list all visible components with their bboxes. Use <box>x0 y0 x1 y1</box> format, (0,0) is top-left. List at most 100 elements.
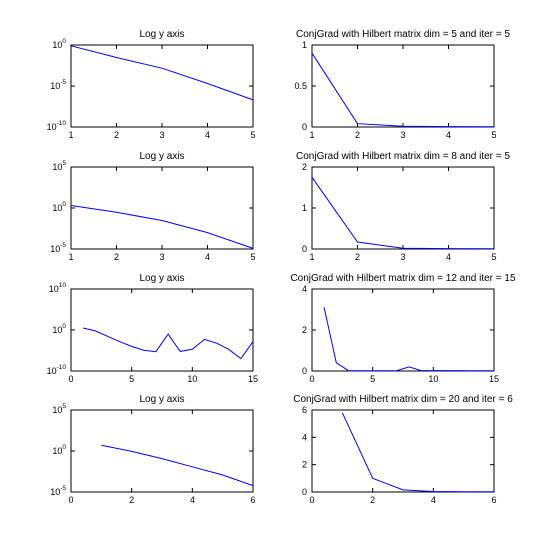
y-tick-exponent: -5 <box>60 242 66 249</box>
y-tick-label: 2 <box>302 162 307 172</box>
x-tick-label: 1 <box>309 252 314 262</box>
y-tick-base: 10 <box>52 40 62 50</box>
subplot-title: ConjGrad with Hilbert matrix dim = 20 an… <box>293 394 513 405</box>
x-tick-label: 4 <box>205 252 210 262</box>
y-tick-exponent: 0 <box>62 323 66 330</box>
series-line <box>70 205 254 249</box>
x-tick-label: 0 <box>68 495 73 505</box>
subplot-title: Log y axis <box>139 151 184 162</box>
plot-frame <box>70 166 254 250</box>
subplot-8: ConjGrad with Hilbert matrix dim = 20 an… <box>293 394 513 505</box>
x-tick-label: 1 <box>68 252 73 262</box>
x-tick-label: 0 <box>309 495 314 505</box>
x-tick-label: 2 <box>355 130 360 140</box>
y-tick-exponent: -10 <box>57 120 67 127</box>
subplot-4: ConjGrad with Hilbert matrix dim = 8 and… <box>296 151 510 262</box>
y-tick-label: 0 <box>302 366 307 376</box>
subplot-title: ConjGrad with Hilbert matrix dim = 8 and… <box>296 151 510 162</box>
x-tick-label: 4 <box>446 130 451 140</box>
y-tick-label: 1 <box>302 203 307 213</box>
x-tick-label: 2 <box>129 495 134 505</box>
series-line <box>311 52 495 128</box>
y-tick-exponent: 0 <box>62 444 66 451</box>
subplot-title: Log y axis <box>139 29 184 40</box>
x-tick-label: 2 <box>114 252 119 262</box>
y-tick-label: 10-5 <box>50 242 66 254</box>
y-tick-exponent: -10 <box>57 364 67 371</box>
y-tick-base: 10 <box>50 81 60 91</box>
x-tick-label: 1 <box>68 130 73 140</box>
subplot-title: ConjGrad with Hilbert matrix dim = 5 and… <box>296 29 510 40</box>
series-line <box>82 327 254 360</box>
plot-frame <box>311 288 495 372</box>
x-tick-label: 4 <box>205 130 210 140</box>
y-tick-exponent: 5 <box>62 160 66 167</box>
y-tick-label: 105 <box>52 160 66 172</box>
y-tick-base: 10 <box>50 487 60 497</box>
plot-frame <box>311 409 495 493</box>
y-tick-label: 0 <box>302 244 307 254</box>
y-tick-label: 10-5 <box>50 485 66 497</box>
x-tick-label: 5 <box>491 130 496 140</box>
y-tick-base: 10 <box>47 122 57 132</box>
x-tick-label: 5 <box>491 252 496 262</box>
y-tick-exponent: 5 <box>62 403 66 410</box>
x-tick-label: 5 <box>129 374 134 384</box>
x-tick-label: 3 <box>400 252 405 262</box>
x-tick-label: 5 <box>250 130 255 140</box>
y-tick-base: 10 <box>50 244 60 254</box>
y-tick-label: 1 <box>302 40 307 50</box>
x-tick-label: 15 <box>489 374 499 384</box>
x-tick-label: 6 <box>250 495 255 505</box>
y-tick-base: 10 <box>52 203 62 213</box>
y-tick-label: 10-5 <box>50 79 66 91</box>
y-tick-label: 1010 <box>49 282 67 294</box>
y-tick-label: 4 <box>302 432 307 442</box>
y-tick-exponent: 0 <box>62 201 66 208</box>
subplot-title: Log y axis <box>139 273 184 284</box>
y-tick-label: 10-10 <box>47 120 67 132</box>
y-tick-label: 0.5 <box>294 81 307 91</box>
x-tick-label: 1 <box>309 130 314 140</box>
x-tick-label: 15 <box>248 374 258 384</box>
y-tick-label: 0 <box>302 487 307 497</box>
y-tick-exponent: 10 <box>59 282 67 289</box>
x-tick-label: 4 <box>431 495 436 505</box>
x-tick-label: 5 <box>250 252 255 262</box>
plot-frame <box>311 166 495 250</box>
x-tick-label: 3 <box>159 130 164 140</box>
y-tick-label: 100 <box>52 38 66 50</box>
x-tick-label: 0 <box>68 374 73 384</box>
y-tick-base: 10 <box>52 405 62 415</box>
y-tick-exponent: -5 <box>60 79 66 86</box>
x-tick-label: 2 <box>355 252 360 262</box>
x-tick-label: 10 <box>187 374 197 384</box>
y-tick-exponent: 0 <box>62 38 66 45</box>
y-tick-label: 2 <box>302 325 307 335</box>
y-tick-base: 10 <box>52 325 62 335</box>
y-tick-label: 2 <box>302 460 307 470</box>
plot-frame <box>70 288 254 372</box>
x-tick-label: 0 <box>309 374 314 384</box>
y-tick-base: 10 <box>47 366 57 376</box>
y-tick-label: 4 <box>302 284 307 294</box>
y-tick-label: 105 <box>52 403 66 415</box>
x-tick-label: 10 <box>428 374 438 384</box>
series-line <box>323 307 494 372</box>
series-line <box>311 177 495 250</box>
y-tick-base: 10 <box>52 446 62 456</box>
x-tick-label: 3 <box>159 252 164 262</box>
y-tick-label: 100 <box>52 201 66 213</box>
subplot-title: Log y axis <box>139 394 184 405</box>
x-tick-label: 2 <box>370 495 375 505</box>
y-tick-label: 10-10 <box>47 364 67 376</box>
x-tick-label: 4 <box>190 495 195 505</box>
x-tick-label: 3 <box>400 130 405 140</box>
y-tick-label: 100 <box>52 323 66 335</box>
y-tick-base: 10 <box>52 162 62 172</box>
